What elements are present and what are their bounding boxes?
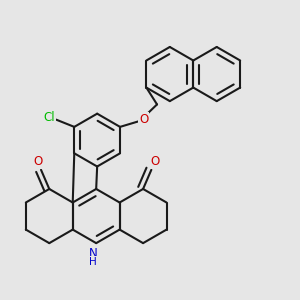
Text: O: O xyxy=(34,155,43,168)
Text: O: O xyxy=(150,155,159,168)
Text: Cl: Cl xyxy=(43,112,55,124)
Text: N: N xyxy=(88,247,97,260)
Text: O: O xyxy=(139,113,148,126)
Text: H: H xyxy=(89,257,97,267)
